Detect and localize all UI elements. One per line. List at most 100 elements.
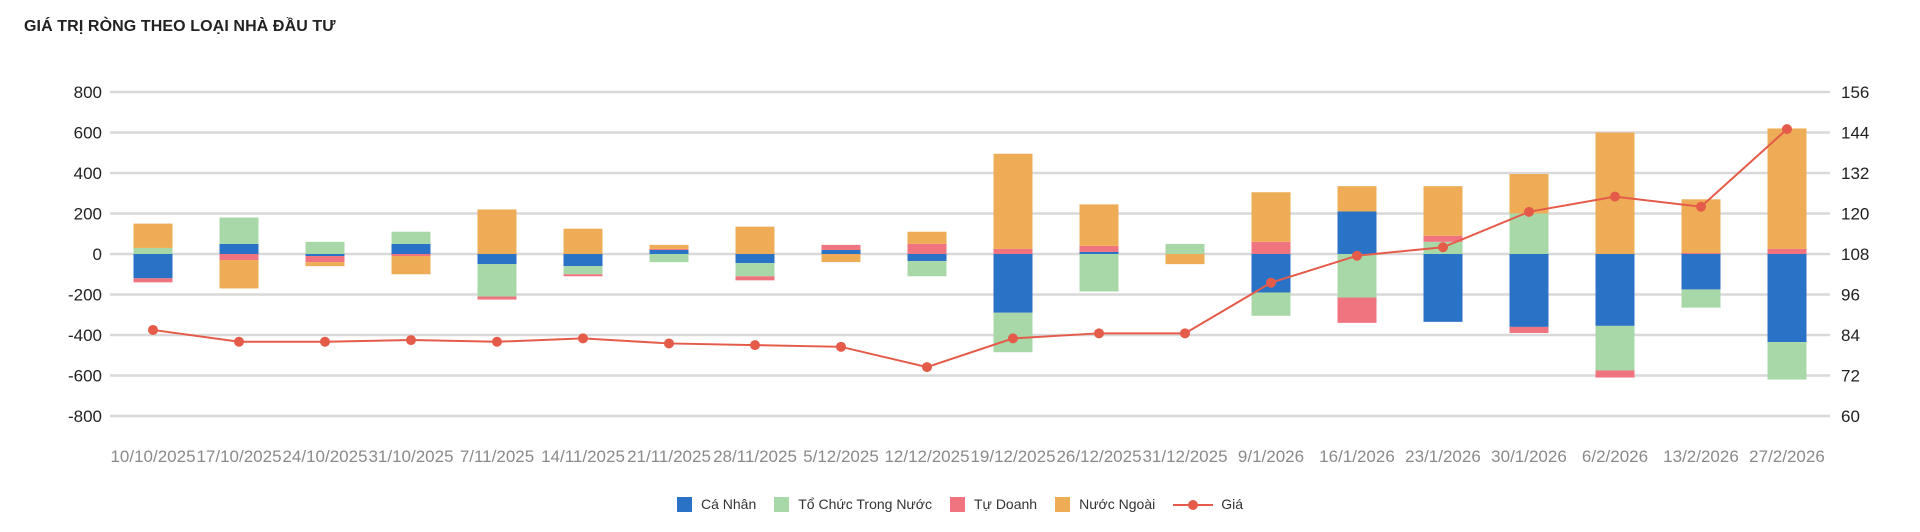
legend-swatch-to-chuc	[774, 496, 790, 512]
y-left-tick-label: -200	[68, 286, 102, 305]
legend-item-ca-nhan[interactable]: Cá Nhân	[676, 496, 757, 512]
bar-ca-nhan	[1337, 211, 1377, 254]
bar-tu-doanh	[1423, 235, 1463, 242]
price-point	[1094, 328, 1104, 339]
bar-ca-nhan	[907, 254, 947, 262]
bar-tu-doanh	[1509, 326, 1549, 333]
bar-tu-doanh	[305, 256, 345, 263]
price-point	[1266, 277, 1276, 288]
x-tick-label: 13/2/2026	[1663, 447, 1739, 466]
bar-tu-doanh	[1767, 248, 1807, 254]
bar-nuoc-ngoai	[649, 244, 689, 249]
y-left-tick-label: -800	[68, 407, 102, 426]
y-left-tick-label: 800	[74, 83, 102, 102]
bar-ca-nhan	[1767, 254, 1807, 343]
bar-ca-nhan	[477, 254, 517, 265]
bar-nuoc-ngoai	[133, 223, 173, 248]
bar-nuoc-ngoai	[563, 228, 603, 254]
grid-layer	[110, 90, 1830, 418]
x-tick-label: 17/10/2025	[196, 447, 281, 466]
legend-swatch-ca-nhan	[676, 496, 692, 512]
bar-nuoc-ngoai	[1251, 192, 1291, 242]
bar-nuoc-ngoai	[1079, 204, 1119, 246]
y-right-tick-label: 120	[1841, 205, 1869, 224]
price-point	[664, 338, 674, 349]
x-tick-label: 28/11/2025	[713, 447, 797, 466]
legend-item-to-chuc[interactable]: Tổ Chức Trong Nước	[774, 496, 932, 512]
x-tick-label: 9/1/2026	[1238, 447, 1304, 466]
bar-nuoc-ngoai	[907, 231, 947, 244]
price-point	[148, 324, 158, 335]
y-left-tick-label: 600	[74, 124, 102, 143]
bar-ca-nhan	[391, 243, 431, 254]
price-point	[1696, 201, 1706, 212]
legend-item-tu-doanh[interactable]: Tự Doanh	[950, 496, 1037, 512]
bar-to-chuc-trong-nuoc	[1079, 254, 1119, 292]
bar-tu-doanh	[1595, 370, 1635, 378]
bar-to-chuc-trong-nuoc	[735, 263, 775, 277]
bar-nuoc-ngoai	[1165, 254, 1205, 265]
y-left-tick-label: 400	[74, 164, 102, 183]
bar-ca-nhan	[133, 254, 173, 279]
x-tick-label: 21/11/2025	[627, 447, 711, 466]
bar-nuoc-ngoai	[477, 209, 517, 254]
price-point	[320, 336, 330, 347]
bar-tu-doanh	[993, 248, 1033, 254]
bar-tu-doanh	[1251, 241, 1291, 254]
bar-tu-doanh	[1337, 297, 1377, 323]
price-point	[1782, 124, 1792, 135]
y-right-tick-label: 132	[1841, 164, 1869, 183]
legend: Cá Nhân Tổ Chức Trong Nước Tự Doanh Nước…	[0, 496, 1920, 512]
bar-to-chuc-trong-nuoc	[1509, 213, 1549, 254]
price-line	[152, 128, 1788, 369]
legend-label-gia: Giá	[1221, 496, 1244, 512]
legend-label-ca-nhan: Cá Nhân	[700, 496, 757, 512]
legend-label-nuoc-ngoai: Nước Ngoài	[1079, 496, 1156, 512]
x-tick-label: 7/11/2025	[460, 447, 534, 466]
bar-to-chuc-trong-nuoc	[1165, 243, 1205, 254]
bar-nuoc-ngoai	[993, 153, 1033, 249]
x-tick-label: 31/12/2025	[1142, 447, 1227, 466]
price-point	[1438, 242, 1448, 253]
y-right-tick-label: 84	[1841, 326, 1860, 345]
y-right-tick-label: 108	[1841, 245, 1869, 264]
bar-to-chuc-trong-nuoc	[1337, 254, 1377, 298]
price-point	[1610, 191, 1620, 202]
bar-to-chuc-trong-nuoc	[1681, 289, 1721, 308]
x-tick-label: 23/1/2026	[1405, 447, 1481, 466]
bar-to-chuc-trong-nuoc	[1595, 325, 1635, 371]
price-point	[492, 336, 502, 347]
x-tick-label: 16/1/2026	[1319, 447, 1395, 466]
legend-item-gia[interactable]: Giá	[1173, 496, 1243, 512]
bar-nuoc-ngoai	[821, 254, 861, 263]
bar-ca-nhan	[219, 243, 259, 254]
bar-to-chuc-trong-nuoc	[391, 231, 431, 244]
bar-to-chuc-trong-nuoc	[133, 247, 173, 254]
x-tick-label: 14/11/2025	[541, 447, 625, 466]
bar-ca-nhan	[1079, 251, 1119, 254]
y-left-tick-label: -600	[68, 367, 102, 386]
bar-tu-doanh	[219, 254, 259, 261]
bar-ca-nhan	[821, 249, 861, 254]
price-point	[406, 335, 416, 346]
bar-nuoc-ngoai	[1767, 128, 1807, 249]
x-tick-label: 31/10/2025	[368, 447, 453, 466]
bar-tu-doanh	[1079, 245, 1119, 252]
bar-ca-nhan	[1423, 254, 1463, 322]
bar-tu-doanh	[391, 254, 431, 257]
price-point	[1008, 333, 1018, 344]
y-left-tick-label: 200	[74, 205, 102, 224]
x-tick-label: 12/12/2025	[884, 447, 969, 466]
bar-tu-doanh	[477, 296, 517, 300]
bar-tu-doanh	[907, 243, 947, 254]
price-point	[922, 362, 932, 373]
bar-to-chuc-trong-nuoc	[649, 254, 689, 263]
bar-to-chuc-trong-nuoc	[1767, 342, 1807, 380]
legend-label-to-chuc: Tổ Chức Trong Nước	[798, 496, 932, 512]
y-right-tick-label: 72	[1841, 367, 1860, 386]
y-right-tick-label: 60	[1841, 407, 1860, 426]
legend-item-nuoc-ngoai[interactable]: Nước Ngoài	[1055, 496, 1155, 512]
bar-layer	[133, 128, 1807, 380]
y-left-tick-label: 0	[93, 245, 102, 264]
bar-ca-nhan	[305, 254, 345, 257]
